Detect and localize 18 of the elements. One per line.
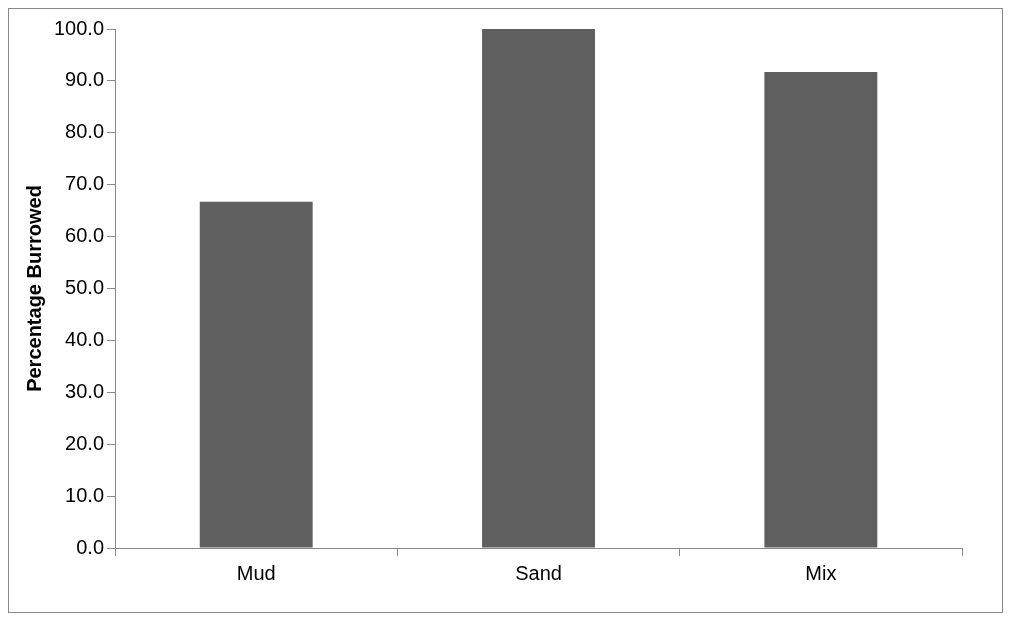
y-tick-label: 60.0 xyxy=(65,224,105,247)
bar xyxy=(764,72,878,548)
bar xyxy=(199,201,313,548)
bar xyxy=(482,29,595,548)
y-tick-label: 30.0 xyxy=(65,379,105,402)
y-tick-label: 90.0 xyxy=(65,68,105,91)
y-axis-title: Percentage Burrowed xyxy=(22,185,45,392)
y-tick-label: 70.0 xyxy=(65,172,105,195)
y-tick-label: 10.0 xyxy=(65,483,105,506)
x-tick-label: Mud xyxy=(236,561,276,584)
y-tick-label: 80.0 xyxy=(65,120,105,143)
x-tick-label: Sand xyxy=(515,561,562,584)
y-tick-label: 50.0 xyxy=(65,276,105,299)
y-tick-label: 0.0 xyxy=(76,535,105,558)
y-tick-label: 100.0 xyxy=(53,16,105,39)
y-tick-label: 40.0 xyxy=(65,327,105,350)
y-tick-label: 20.0 xyxy=(65,431,105,454)
x-tick-label: Mix xyxy=(805,561,837,584)
